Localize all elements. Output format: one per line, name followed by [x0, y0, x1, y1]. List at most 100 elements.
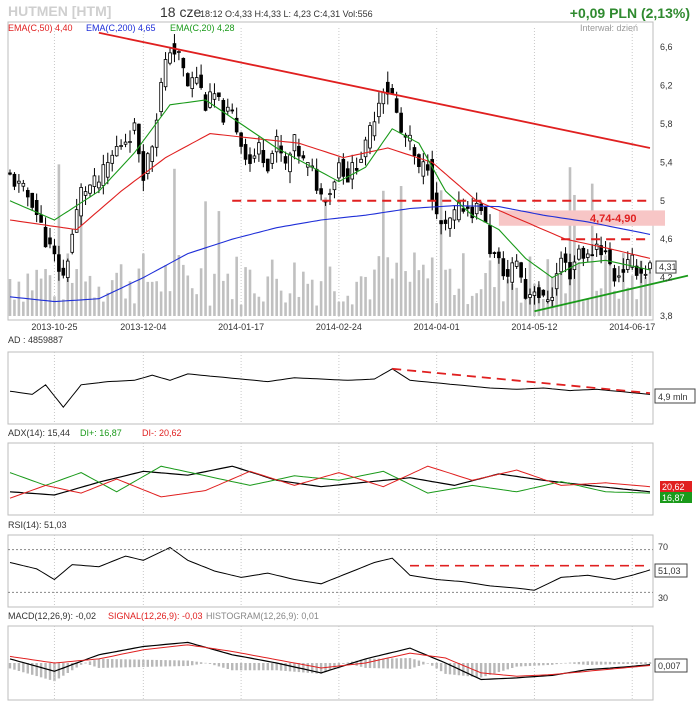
volume-bar [266, 276, 270, 316]
price-tick-label: 6,2 [660, 81, 673, 91]
candle-body [532, 291, 537, 296]
candle-body [363, 139, 368, 158]
macd-histogram-bar [368, 658, 372, 669]
macd-histogram-bar [564, 662, 567, 664]
macd-histogram-bar [355, 660, 358, 666]
macd-histogram-bar [93, 660, 96, 667]
macd-histogram-bar [604, 661, 607, 665]
candle-body [25, 189, 30, 198]
macd-histogram-bar [582, 661, 585, 665]
macd-histogram-bar [591, 661, 594, 665]
date-tick-label: 2014-05-12 [511, 322, 557, 332]
macd-histogram-bar [186, 660, 189, 666]
candle-body [252, 155, 257, 159]
macd-histogram-bar [271, 663, 274, 671]
volume-bar [75, 269, 78, 316]
macd-histogram-bar [222, 663, 225, 668]
macd-line [9, 644, 651, 677]
adx-panel [7, 442, 654, 516]
volume-bar [182, 264, 185, 316]
price-axis-labels: 6,6 6,2 5,8 5,4 5 4,6 4,2 3,8 [660, 42, 673, 321]
candle-body [412, 147, 417, 157]
volume-bar [475, 293, 478, 316]
candle-body [421, 161, 426, 177]
volume-bar [417, 270, 421, 316]
candle-body [510, 262, 515, 283]
volume-bar [399, 186, 403, 316]
macd-histogram-bar [146, 659, 149, 667]
volume-bar [395, 262, 398, 316]
candle-body [243, 144, 248, 160]
macd-histogram-bar [13, 663, 16, 670]
ad-panel [7, 351, 654, 425]
volume-bar [502, 301, 505, 316]
macd-histogram-bar [333, 663, 336, 668]
macd-histogram-bar [302, 663, 305, 673]
volume-bar [302, 271, 305, 316]
volume-bar [448, 268, 452, 316]
volume-bar [257, 296, 261, 316]
candle-body [297, 145, 301, 157]
volume-bar [546, 259, 550, 316]
candle-body [154, 119, 159, 148]
macd-histogram-bar [342, 663, 345, 664]
volume-bar [44, 269, 47, 316]
date-tick-label: 2014-02-24 [316, 322, 362, 332]
candle-body [137, 123, 141, 155]
price-candles [8, 34, 652, 307]
candle-body [225, 106, 230, 112]
macd-histogram-bar [382, 658, 385, 669]
volume-bar [630, 275, 634, 316]
adx-diplus-value: 16,87 [662, 493, 685, 503]
macd-histogram-bar [315, 663, 318, 674]
last-price-label: 4,31 [659, 262, 677, 272]
volume-bar [275, 278, 278, 316]
volume-bar [390, 278, 394, 316]
rsi-panel [7, 534, 654, 608]
volume-bar [84, 281, 87, 316]
volume-bar [124, 298, 127, 316]
macd-histogram-bar [75, 663, 78, 668]
volume-bar [470, 295, 474, 316]
candle-body [337, 162, 341, 179]
volume-bar [244, 267, 247, 316]
adx-diminus-value: 20,62 [662, 482, 685, 492]
macd-histogram-bar [573, 662, 576, 664]
volume-bar [368, 299, 372, 316]
macd-histogram-bar [444, 663, 447, 674]
macd-panel [7, 625, 654, 701]
candle-body [621, 269, 626, 273]
volume-bar [555, 287, 558, 316]
macd-histogram-bar [195, 661, 198, 665]
candle-body [128, 141, 132, 143]
price-overlays [9, 31, 689, 313]
candle-body [34, 200, 39, 216]
candle-body [350, 162, 355, 180]
candle-body [470, 206, 475, 219]
date-tick-label: 2013-10-25 [31, 322, 77, 332]
macd-histogram-bar [426, 663, 429, 664]
volume-bar [253, 293, 256, 316]
macd-histogram-bar [608, 661, 612, 665]
candle-body [448, 217, 452, 229]
macd-histogram-bar [102, 658, 105, 668]
candle-body [57, 254, 61, 272]
candle-body [541, 289, 546, 296]
macd-histogram-bar [142, 659, 145, 667]
volume-bar [328, 266, 332, 316]
macd-histogram-bar [71, 663, 74, 671]
volume-bar [293, 262, 296, 316]
macd-histogram-bar [524, 663, 527, 667]
volume-bar [235, 256, 238, 316]
macd-histogram-bar [399, 658, 403, 669]
candle-body [390, 88, 395, 94]
macd-histogram-bar [586, 661, 589, 665]
macd-histogram-bar [404, 658, 407, 669]
ad-title: AD : 4859887 [8, 335, 63, 345]
candle-body [230, 109, 235, 112]
candle-body [505, 269, 510, 277]
candle-body [608, 249, 612, 265]
candle-body [74, 209, 79, 233]
macd-histogram-bar [279, 663, 283, 671]
price-tick-label: 3,8 [660, 311, 673, 321]
